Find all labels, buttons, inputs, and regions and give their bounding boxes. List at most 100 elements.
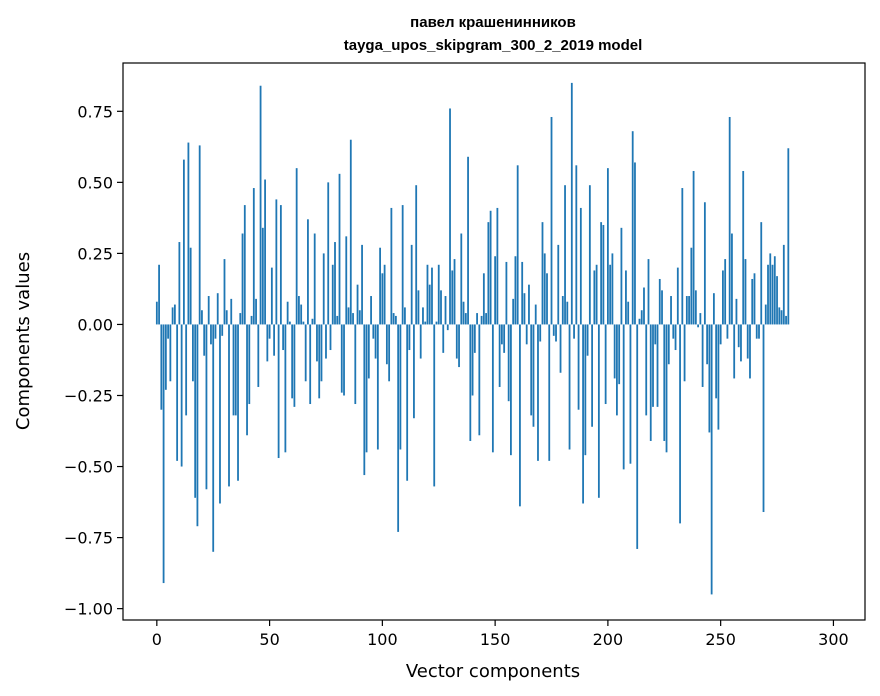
bar bbox=[160, 324, 163, 410]
bar bbox=[171, 307, 174, 325]
y-tick-label: −0.75 bbox=[64, 529, 113, 548]
bar bbox=[383, 264, 386, 325]
bar bbox=[291, 324, 294, 399]
bar bbox=[219, 324, 221, 504]
bar bbox=[701, 324, 704, 387]
bar bbox=[480, 315, 483, 325]
bar bbox=[656, 324, 659, 407]
bar bbox=[525, 324, 528, 345]
bar bbox=[647, 259, 650, 325]
bar bbox=[158, 264, 160, 325]
bar bbox=[467, 156, 469, 325]
bar bbox=[593, 270, 596, 325]
bar bbox=[237, 324, 239, 481]
bar bbox=[295, 168, 298, 325]
bar bbox=[388, 324, 391, 382]
y-axis-label: Components values bbox=[13, 252, 34, 430]
bar bbox=[216, 293, 219, 325]
bar bbox=[552, 324, 555, 336]
bar bbox=[564, 185, 566, 325]
bar bbox=[212, 324, 215, 552]
bar bbox=[762, 324, 765, 513]
bar bbox=[228, 324, 230, 487]
bar bbox=[503, 324, 506, 353]
bar bbox=[471, 324, 474, 396]
bar bbox=[189, 247, 192, 325]
bar bbox=[758, 324, 760, 339]
bar bbox=[307, 219, 309, 325]
bar bbox=[469, 324, 472, 441]
bar bbox=[631, 131, 634, 325]
bar bbox=[654, 324, 657, 345]
bar bbox=[205, 324, 208, 490]
bar bbox=[316, 324, 318, 362]
bar bbox=[627, 301, 630, 325]
bar bbox=[573, 324, 575, 339]
bar bbox=[261, 227, 264, 325]
bar bbox=[363, 324, 366, 476]
bar bbox=[446, 324, 449, 331]
y-tick-label: −0.25 bbox=[64, 386, 113, 405]
bar bbox=[496, 207, 499, 325]
bar bbox=[694, 290, 697, 325]
bar bbox=[500, 324, 503, 345]
bar bbox=[185, 324, 188, 416]
bar bbox=[192, 324, 194, 382]
bar bbox=[555, 324, 557, 342]
bar bbox=[318, 324, 321, 399]
x-tick-label: 200 bbox=[593, 630, 624, 649]
bar bbox=[275, 199, 278, 325]
bar bbox=[661, 290, 663, 325]
chart-subtitle: tayga_upos_skipgram_300_2_2019 model bbox=[344, 37, 643, 54]
y-tick-label: −0.50 bbox=[64, 458, 113, 477]
bar bbox=[248, 324, 251, 405]
bar bbox=[717, 324, 720, 430]
bar bbox=[485, 313, 487, 325]
bar bbox=[246, 324, 248, 436]
x-tick-label: 0 bbox=[152, 630, 162, 649]
x-axis: 0 50 100 150 200 250 300 bbox=[152, 620, 849, 649]
bar bbox=[155, 301, 158, 325]
bar bbox=[252, 188, 255, 325]
bar bbox=[257, 324, 260, 387]
bar bbox=[311, 318, 314, 325]
bar bbox=[584, 324, 587, 456]
bar bbox=[266, 324, 269, 362]
bar bbox=[643, 287, 645, 325]
bar bbox=[652, 324, 654, 407]
bar bbox=[336, 315, 339, 325]
bar bbox=[279, 205, 282, 325]
bar bbox=[699, 313, 702, 325]
bar bbox=[600, 222, 603, 325]
bar bbox=[478, 324, 481, 436]
bar bbox=[187, 142, 190, 325]
bar bbox=[742, 170, 745, 325]
bar bbox=[769, 253, 772, 325]
bar bbox=[286, 301, 289, 325]
bar bbox=[458, 324, 460, 368]
bar bbox=[428, 284, 431, 325]
bar bbox=[426, 264, 429, 325]
bar bbox=[442, 324, 445, 353]
bar bbox=[264, 179, 266, 325]
bar bbox=[638, 318, 641, 325]
bar bbox=[722, 270, 724, 325]
bar bbox=[672, 324, 675, 339]
bar bbox=[557, 244, 560, 325]
bar bbox=[221, 324, 224, 336]
bar bbox=[749, 324, 751, 379]
bar bbox=[516, 165, 519, 325]
chart-title: павел крашенинников bbox=[410, 14, 576, 31]
bar bbox=[180, 324, 183, 467]
bar bbox=[586, 324, 589, 356]
bar bbox=[198, 145, 201, 325]
bar bbox=[268, 324, 271, 339]
bar bbox=[415, 185, 418, 325]
bar bbox=[539, 324, 542, 342]
bar bbox=[207, 296, 210, 325]
bar bbox=[214, 324, 217, 339]
bar bbox=[494, 256, 497, 325]
bar bbox=[239, 313, 242, 325]
bar bbox=[277, 324, 280, 459]
bar bbox=[692, 170, 695, 325]
